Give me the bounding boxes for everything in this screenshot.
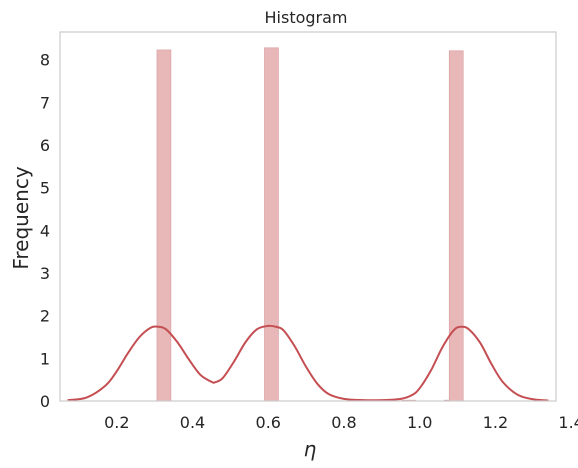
kde-curve xyxy=(67,324,549,402)
y-tick-label-3: 3 xyxy=(40,264,50,283)
x-tick-label-4: 1.0 xyxy=(407,413,432,432)
x-tick-label-2: 0.6 xyxy=(256,413,281,432)
y-tick-label-2: 2 xyxy=(40,307,50,326)
x-tick-label-1: 0.4 xyxy=(180,413,205,432)
x-axis-label: η xyxy=(304,437,317,461)
x-tick-label-6: 1.4 xyxy=(558,413,578,432)
x-axis-ticks: 0.2 0.4 0.6 0.8 1.0 1.2 1.4 xyxy=(104,413,578,432)
y-axis-label: Frequency xyxy=(9,166,33,269)
chart-title: Histogram xyxy=(265,8,348,27)
y-tick-label-8: 8 xyxy=(40,51,50,70)
histogram-bars xyxy=(156,47,464,402)
histogram-bar-1 xyxy=(264,47,279,402)
x-tick-label-3: 0.8 xyxy=(331,413,356,432)
y-tick-label-7: 7 xyxy=(40,93,50,112)
y-tick-label-0: 0 xyxy=(40,392,50,411)
y-tick-label-5: 5 xyxy=(40,179,50,198)
y-tick-label-1: 1 xyxy=(40,349,50,368)
plot-frame xyxy=(59,31,557,402)
y-axis-ticks: 0 1 2 3 4 5 6 7 8 xyxy=(40,51,50,411)
y-tick-label-4: 4 xyxy=(40,221,50,240)
x-tick-label-0: 0.2 xyxy=(104,413,129,432)
x-tick-label-5: 1.2 xyxy=(483,413,508,432)
histogram-bar-4 xyxy=(448,50,464,402)
histogram-bar-0 xyxy=(156,49,172,402)
y-tick-label-6: 6 xyxy=(40,136,50,155)
